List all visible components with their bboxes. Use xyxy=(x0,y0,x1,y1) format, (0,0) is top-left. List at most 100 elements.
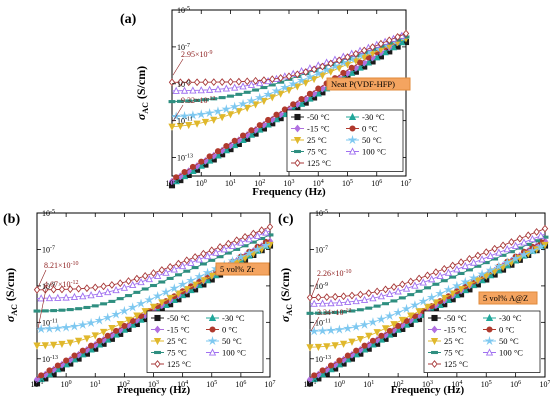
data-point xyxy=(63,357,70,364)
data-point xyxy=(378,332,385,339)
data-point xyxy=(485,265,496,275)
y-tick-label: 10-13 xyxy=(42,355,58,364)
data-point xyxy=(293,83,301,91)
legend-marker xyxy=(154,360,161,368)
data-point xyxy=(193,98,201,102)
sample-tag-box xyxy=(326,77,411,91)
data-point xyxy=(310,299,318,307)
data-point xyxy=(33,285,41,294)
annotation-value: 8.21×10-10 xyxy=(44,261,79,270)
data-point xyxy=(359,319,370,329)
data-point xyxy=(470,281,478,289)
data-point xyxy=(306,344,314,352)
data-point xyxy=(216,243,224,251)
data-point xyxy=(318,299,327,307)
legend-label: 25 °C xyxy=(167,336,187,346)
data-point xyxy=(361,342,368,349)
data-point xyxy=(395,322,402,329)
data-point xyxy=(309,326,320,336)
data-point xyxy=(214,85,222,93)
legend-label: 75 °C xyxy=(167,348,187,358)
data-point xyxy=(424,286,431,290)
data-point xyxy=(268,83,276,87)
data-point xyxy=(382,302,389,306)
data-point xyxy=(86,317,96,328)
data-point xyxy=(415,274,423,283)
data-point xyxy=(227,94,234,98)
data-point xyxy=(221,104,232,114)
legend-entry: -30 °C xyxy=(206,313,245,323)
data-point xyxy=(411,315,419,323)
x-tick-label: 10-1 xyxy=(166,179,179,188)
data-point xyxy=(525,231,532,240)
legend-label: -50 °C xyxy=(167,313,190,323)
y-axis-label: σAC (S/cm) xyxy=(278,268,294,322)
data-point xyxy=(152,290,163,301)
data-point xyxy=(104,332,111,339)
data-point xyxy=(50,341,58,349)
data-point xyxy=(41,309,49,313)
data-point xyxy=(117,279,124,288)
data-point xyxy=(158,280,166,284)
data-point xyxy=(516,234,524,243)
data-point xyxy=(377,39,385,48)
data-point xyxy=(334,324,345,334)
y-tick-label: 10-13 xyxy=(315,355,331,364)
data-point xyxy=(348,309,356,313)
data-point xyxy=(137,278,145,286)
data-point xyxy=(482,261,490,265)
data-point xyxy=(187,285,195,294)
data-point xyxy=(33,309,41,313)
annotation-leader xyxy=(310,316,320,332)
data-point xyxy=(79,292,87,300)
x-tick-label: 105 xyxy=(481,380,492,389)
data-point xyxy=(394,325,402,333)
data-point xyxy=(189,86,197,94)
data-point xyxy=(250,229,257,238)
data-point xyxy=(224,251,232,255)
data-point xyxy=(246,95,257,106)
data-point xyxy=(373,287,381,296)
sample-tag: 5 vol% A@Z xyxy=(483,293,528,303)
data-point xyxy=(150,269,157,277)
data-point xyxy=(478,255,486,263)
data-point xyxy=(352,296,360,305)
data-point xyxy=(46,367,53,374)
legend-marker xyxy=(154,325,161,334)
data-point xyxy=(319,367,326,374)
data-point xyxy=(241,244,249,248)
data-point xyxy=(228,241,237,250)
data-point xyxy=(188,110,198,120)
legend-label: 0 °C xyxy=(222,325,238,335)
data-point xyxy=(87,345,95,353)
data-point xyxy=(210,78,217,87)
data-point xyxy=(177,78,184,87)
legend: -50 °C -30 °C -15 °C 0 °C 25 °C 50 °C 75 °C 100… xyxy=(286,109,404,172)
data-point xyxy=(186,275,196,285)
data-point xyxy=(461,285,469,294)
legend-frame xyxy=(423,310,541,373)
x-tick-label: 105 xyxy=(206,380,217,389)
legend-entry: -15 °C xyxy=(428,325,467,335)
data-point xyxy=(474,264,482,268)
x-tick-label: 104 xyxy=(177,380,188,389)
legend-marker xyxy=(154,350,161,355)
data-point xyxy=(344,352,351,359)
data-point xyxy=(317,325,328,336)
data-point xyxy=(468,273,479,283)
data-point xyxy=(226,111,235,119)
y-tick-label: 10-7 xyxy=(42,245,55,254)
y-tick-label: 10-7 xyxy=(315,245,328,254)
data-point xyxy=(294,70,301,79)
legend-marker xyxy=(484,335,495,346)
data-point xyxy=(58,285,66,294)
data-point xyxy=(369,340,377,348)
data-point xyxy=(461,261,469,270)
data-point xyxy=(66,339,74,347)
data-point xyxy=(54,293,62,301)
legend-marker xyxy=(208,348,217,356)
data-point xyxy=(239,82,247,90)
data-point xyxy=(470,258,478,266)
data-point xyxy=(428,275,436,283)
data-point xyxy=(170,265,178,273)
